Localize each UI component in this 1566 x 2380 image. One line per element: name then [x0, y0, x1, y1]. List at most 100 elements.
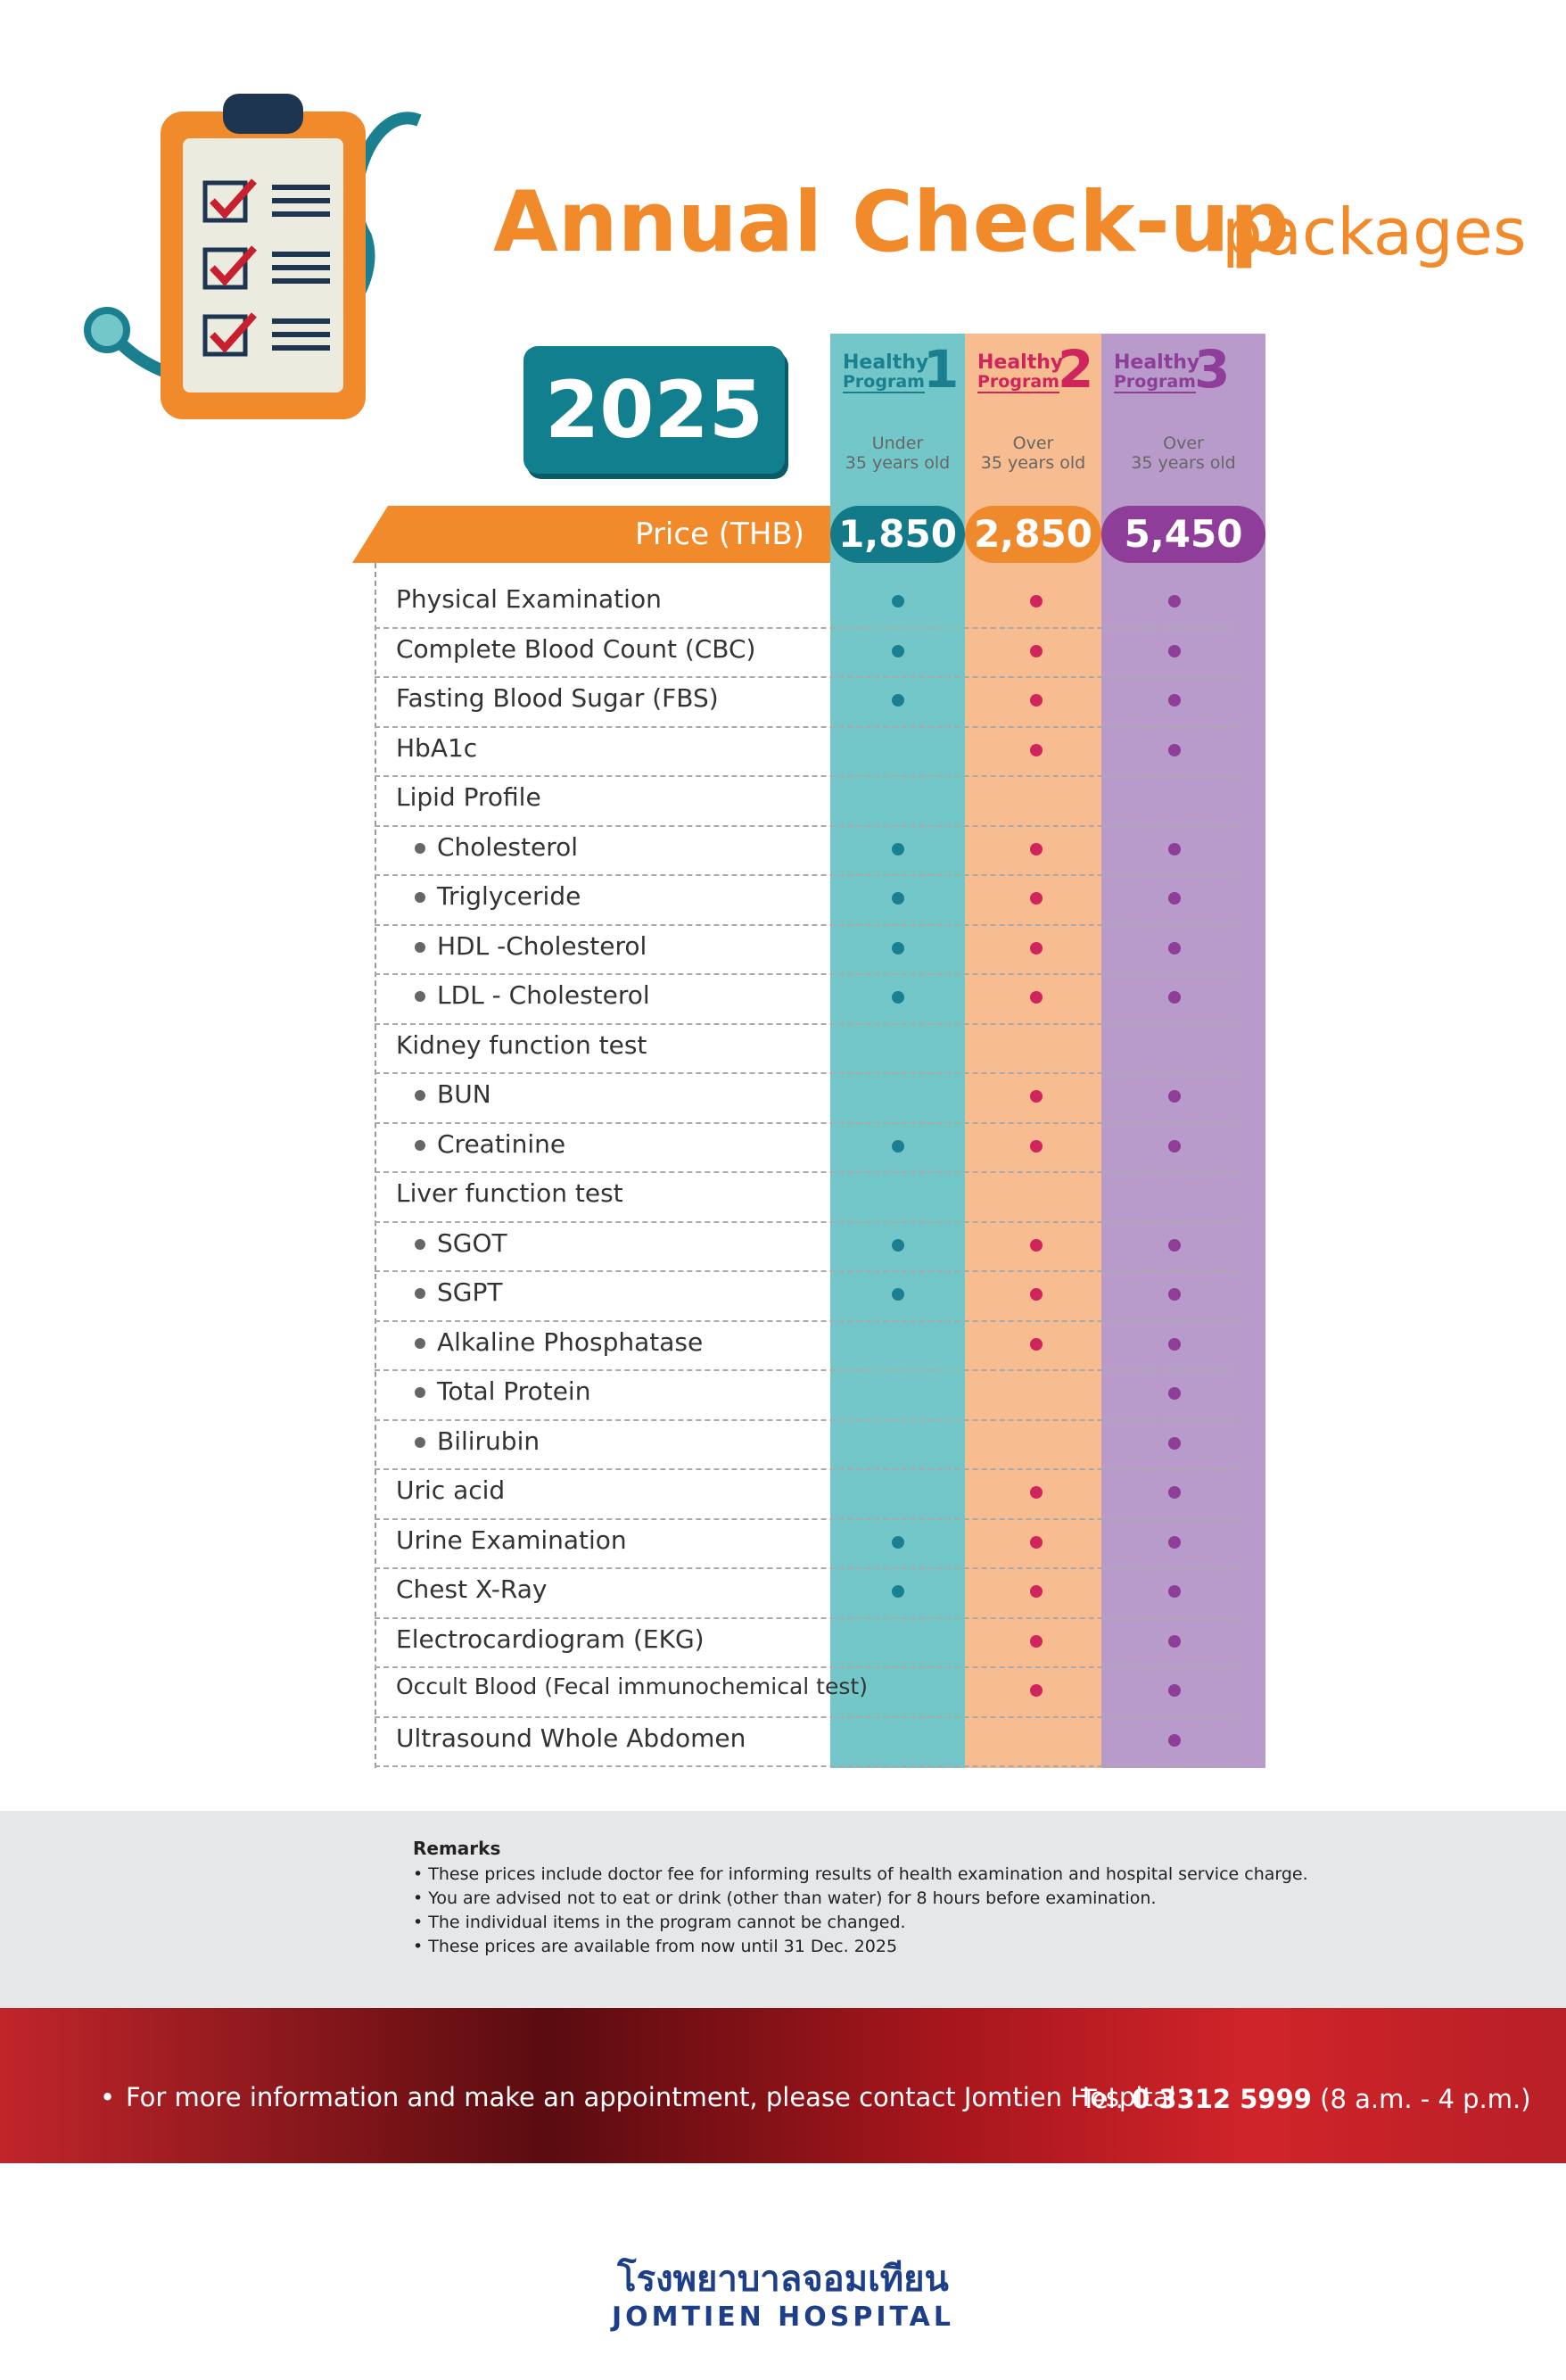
row-separator	[375, 923, 1237, 926]
price-band	[352, 506, 852, 563]
included-dot	[1168, 694, 1181, 707]
subtitle: packages	[1222, 194, 1527, 269]
row-separator	[375, 1765, 1237, 1767]
program-name: Healthy	[1114, 351, 1200, 374]
included-dot	[1168, 1139, 1181, 1153]
included-dot	[1168, 595, 1181, 607]
included-dot	[1168, 1634, 1181, 1648]
included-dot	[1168, 1337, 1181, 1351]
included-dot	[1168, 1436, 1181, 1450]
row-label: Occult Blood (Fecal immunochemical test)	[396, 1673, 868, 1699]
included-dot	[892, 991, 904, 1004]
remark-bullet: •	[413, 1913, 429, 1932]
row-separator	[375, 1567, 1237, 1569]
program-name: Healthy	[977, 351, 1064, 374]
row-separator	[375, 626, 1237, 629]
remark-text: The individual items in the program cann…	[428, 1913, 906, 1932]
included-dot	[1030, 644, 1043, 657]
row-label: Cholesterol	[437, 831, 579, 862]
contact-phone: Tel. 0 3312 5999 (8 a.m. - 4 p.m.)	[1081, 2084, 1531, 2114]
row-separator	[375, 1517, 1237, 1520]
included-dot	[1030, 595, 1043, 607]
program-name: Program	[977, 372, 1059, 393]
row-separator	[375, 1369, 1237, 1371]
included-dot	[892, 1585, 904, 1598]
row-label: Liver function test	[396, 1178, 623, 1208]
logo-thai: โรงพยาบาลจอมเทียน	[617, 2259, 949, 2300]
included-dot	[1168, 941, 1181, 954]
price-pill: 1,850	[830, 506, 965, 563]
remark-item: • You are advised not to eat or drink (o…	[413, 1888, 1156, 1908]
row-label: Creatinine	[437, 1128, 566, 1159]
program-number: 1	[923, 339, 960, 400]
row-label: Bilirubin	[437, 1426, 540, 1456]
title: Annual Check-up	[493, 174, 1290, 271]
sub-bullet	[415, 842, 425, 854]
sub-bullet	[415, 1090, 425, 1101]
remarks-panel: Remarks • These prices include doctor fe…	[0, 1811, 1566, 2008]
program-age: 35 years old	[1131, 453, 1236, 473]
sub-bullet	[415, 892, 425, 903]
sub-bullet	[415, 941, 425, 953]
included-dot	[1030, 1535, 1043, 1549]
included-dot	[1030, 1634, 1043, 1648]
row-separator	[375, 1121, 1237, 1124]
remark-text: You are advised not to eat or drink (oth…	[428, 1888, 1157, 1908]
row-separator	[375, 1171, 1237, 1173]
row-separator	[375, 1418, 1237, 1421]
sub-bullet	[415, 991, 425, 1002]
included-dot	[1168, 1387, 1181, 1400]
included-dot	[1168, 1733, 1181, 1747]
program-column	[965, 334, 1101, 1768]
included-dot	[1030, 743, 1043, 756]
program-number: 3	[1194, 339, 1231, 400]
included-dot	[892, 595, 904, 607]
included-dot	[1030, 892, 1043, 905]
row-label: Urine Examination	[396, 1525, 627, 1555]
row-separator	[375, 1270, 1237, 1272]
included-dot	[1030, 694, 1043, 707]
left-rule	[375, 563, 376, 1768]
contact-bullet: •	[100, 2082, 116, 2112]
year-badge: 2025	[523, 346, 785, 474]
row-label: LDL - Cholesterol	[437, 980, 650, 1010]
row-label: Kidney function test	[396, 1029, 647, 1060]
included-dot	[892, 1288, 904, 1301]
logo-english: JOMTIEN HOSPITAL	[611, 2301, 955, 2333]
program-age: Under	[871, 434, 924, 453]
included-dot	[1168, 892, 1181, 905]
included-dot	[1030, 991, 1043, 1004]
row-label: Uric acid	[396, 1475, 506, 1505]
row-separator	[375, 1715, 1237, 1718]
included-dot	[1030, 842, 1043, 855]
program-age: 35 years old	[845, 453, 951, 473]
row-label: Electrocardiogram (EKG)	[396, 1624, 705, 1654]
included-dot	[892, 1139, 904, 1153]
row-label: Fasting Blood Sugar (FBS)	[396, 683, 719, 713]
row-separator	[375, 1022, 1237, 1025]
included-dot	[1168, 743, 1181, 756]
row-label: Ultrasound Whole Abdomen	[396, 1723, 746, 1753]
included-dot	[892, 941, 904, 954]
row-separator	[375, 1468, 1237, 1470]
remark-text: These prices are available from now unti…	[428, 1937, 898, 1956]
remark-item: • The individual items in the program ca…	[413, 1913, 906, 1932]
included-dot	[892, 1238, 904, 1252]
row-label: Triglyceride	[437, 881, 581, 911]
contact-band: • For more information and make an appoi…	[0, 2008, 1566, 2163]
included-dot	[1168, 1090, 1181, 1103]
row-label: Lipid Profile	[396, 782, 541, 812]
program-number: 2	[1058, 339, 1094, 400]
program-age: Over	[1012, 434, 1054, 453]
row-separator	[375, 874, 1237, 876]
included-dot	[1168, 1684, 1181, 1697]
included-dot	[1168, 1535, 1181, 1549]
row-label: HDL -Cholesterol	[437, 930, 647, 961]
row-label: SGPT	[437, 1277, 503, 1307]
row-label: Complete Blood Count (CBC)	[396, 633, 756, 664]
included-dot	[1030, 1139, 1043, 1153]
price-pill: 2,850	[965, 506, 1101, 563]
row-separator	[375, 676, 1237, 678]
included-dot	[1030, 1288, 1043, 1301]
included-dot	[1030, 1238, 1043, 1252]
